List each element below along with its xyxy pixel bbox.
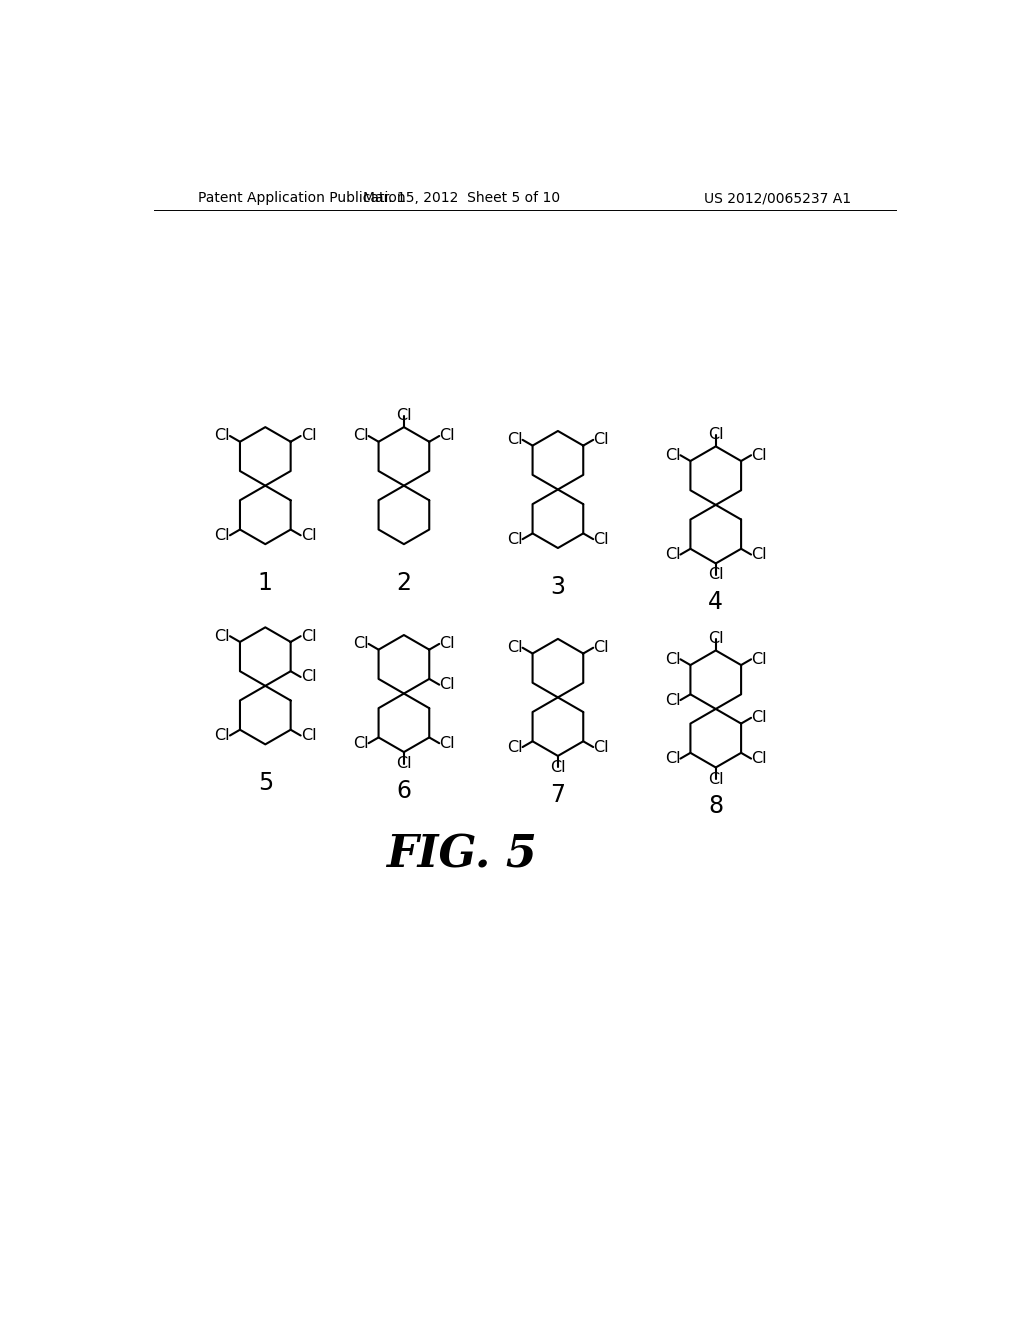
- Text: Cl: Cl: [301, 669, 316, 685]
- Text: 7: 7: [551, 783, 565, 807]
- Text: Cl: Cl: [353, 735, 369, 751]
- Text: Cl: Cl: [439, 735, 455, 751]
- Text: Cl: Cl: [593, 433, 609, 447]
- Text: Cl: Cl: [353, 636, 369, 651]
- Text: Mar. 15, 2012  Sheet 5 of 10: Mar. 15, 2012 Sheet 5 of 10: [364, 191, 560, 206]
- Text: Cl: Cl: [301, 429, 316, 444]
- Text: Cl: Cl: [751, 546, 767, 562]
- Text: Cl: Cl: [665, 546, 680, 562]
- Text: Cl: Cl: [665, 652, 680, 667]
- Text: 3: 3: [551, 576, 565, 599]
- Text: Cl: Cl: [708, 771, 724, 787]
- Text: Cl: Cl: [353, 429, 369, 444]
- Text: Cl: Cl: [214, 729, 230, 743]
- Text: Cl: Cl: [301, 528, 316, 543]
- Text: 6: 6: [396, 779, 412, 803]
- Text: Cl: Cl: [751, 652, 767, 667]
- Text: Cl: Cl: [550, 760, 565, 775]
- Text: Cl: Cl: [439, 429, 455, 444]
- Text: Cl: Cl: [507, 433, 522, 447]
- Text: 5: 5: [258, 771, 273, 796]
- Text: Cl: Cl: [507, 739, 522, 755]
- Text: Cl: Cl: [214, 528, 230, 543]
- Text: Cl: Cl: [593, 739, 609, 755]
- Text: Cl: Cl: [665, 447, 680, 463]
- Text: Cl: Cl: [214, 429, 230, 444]
- Text: Cl: Cl: [593, 532, 609, 546]
- Text: Cl: Cl: [507, 532, 522, 546]
- Text: Cl: Cl: [665, 693, 680, 708]
- Text: Cl: Cl: [751, 710, 767, 725]
- Text: Cl: Cl: [396, 408, 412, 424]
- Text: Cl: Cl: [396, 756, 412, 771]
- Text: Cl: Cl: [301, 628, 316, 644]
- Text: 4: 4: [709, 590, 723, 614]
- Text: Cl: Cl: [708, 631, 724, 647]
- Text: FIG. 5: FIG. 5: [386, 834, 538, 876]
- Text: Cl: Cl: [751, 751, 767, 766]
- Text: Cl: Cl: [301, 729, 316, 743]
- Text: Patent Application Publication: Patent Application Publication: [199, 191, 406, 206]
- Text: Cl: Cl: [439, 636, 455, 651]
- Text: US 2012/0065237 A1: US 2012/0065237 A1: [705, 191, 851, 206]
- Text: Cl: Cl: [593, 640, 609, 655]
- Text: Cl: Cl: [439, 677, 455, 692]
- Text: Cl: Cl: [751, 447, 767, 463]
- Text: Cl: Cl: [708, 428, 724, 442]
- Text: Cl: Cl: [708, 568, 724, 582]
- Text: 1: 1: [258, 572, 272, 595]
- Text: 2: 2: [396, 572, 412, 595]
- Text: Cl: Cl: [214, 628, 230, 644]
- Text: Cl: Cl: [507, 640, 522, 655]
- Text: Cl: Cl: [665, 751, 680, 766]
- Text: 8: 8: [709, 795, 723, 818]
